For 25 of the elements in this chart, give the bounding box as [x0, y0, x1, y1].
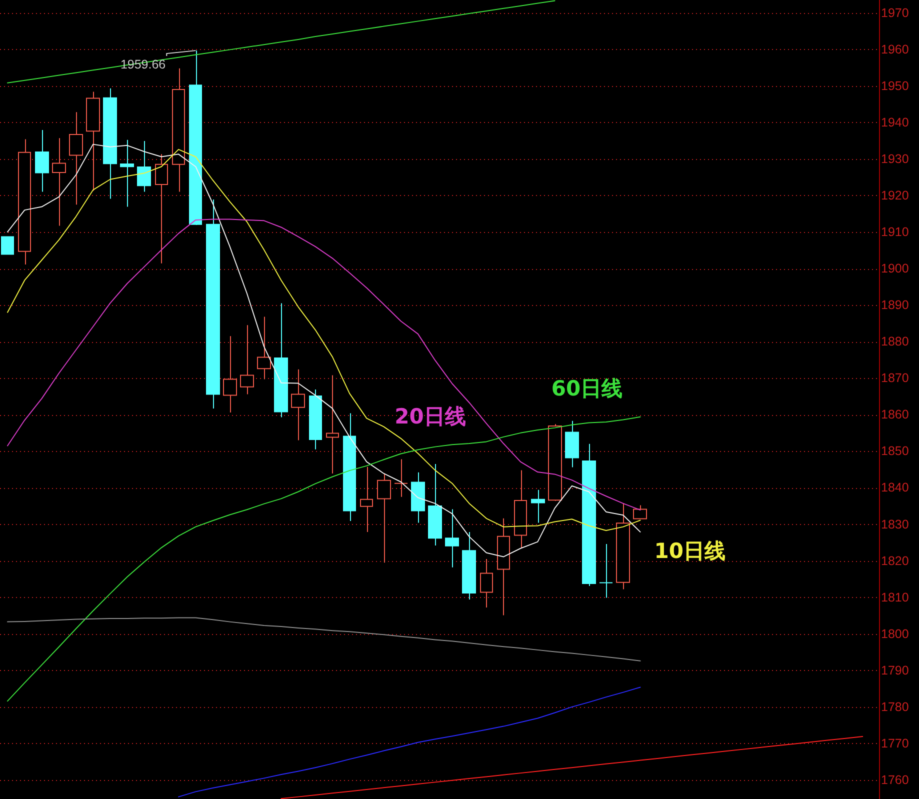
y-tick-label: 1770 — [881, 736, 909, 750]
y-tick-label: 1940 — [881, 115, 909, 130]
y-tick-label: 1860 — [881, 408, 909, 422]
y-tick-label: 1910 — [881, 224, 909, 239]
series-label: 10日线 — [654, 539, 726, 564]
y-tick-label: 1970 — [881, 6, 909, 20]
y-tick-label: 1960 — [881, 42, 909, 56]
y-tick-label: 1900 — [881, 262, 909, 276]
y-tick-label: 1810 — [881, 590, 909, 604]
y-tick-label: 1800 — [881, 626, 909, 641]
y-tick-label: 1870 — [881, 371, 909, 386]
y-tick-label: 1920 — [881, 188, 909, 202]
y-tick-label: 1930 — [881, 152, 909, 166]
y-tick-label: 1890 — [881, 298, 909, 312]
series-label: 60日线 — [551, 376, 623, 401]
y-tick-label: 1880 — [881, 334, 909, 349]
y-tick-label: 1830 — [881, 517, 909, 532]
series-label: 20日线 — [394, 404, 466, 429]
y-tick-label: 1850 — [881, 444, 909, 458]
y-tick-label: 1790 — [881, 663, 909, 678]
y-tick-label: 1780 — [881, 700, 909, 714]
y-tick-label: 1950 — [881, 78, 909, 93]
y-tick-label: 1820 — [881, 554, 909, 568]
y-tick-label: 1760 — [881, 773, 909, 787]
y-tick-label: 1840 — [881, 480, 909, 495]
